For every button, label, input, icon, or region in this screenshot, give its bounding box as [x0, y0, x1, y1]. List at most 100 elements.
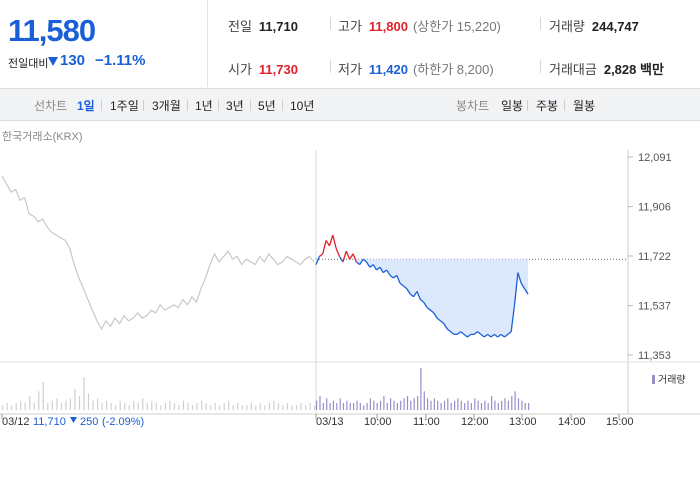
volume: 거래량 244,747: [549, 19, 639, 34]
volume-bar-today: [467, 400, 469, 410]
volume-bar-today: [524, 403, 526, 410]
volume-bar-prev: [250, 403, 252, 410]
volume-bar-prev: [133, 400, 135, 410]
volume-bar-prev: [87, 393, 90, 410]
volume-bar-today: [430, 400, 432, 410]
volume-bar-today: [383, 396, 385, 410]
data-source: 한국거래소(KRX): [2, 131, 83, 143]
high-price: 고가 11,800 (상한가 15,220): [338, 19, 501, 34]
tab-3month[interactable]: 3개월: [152, 99, 181, 113]
volume-bar-prev: [42, 382, 44, 410]
volume-bar-prev: [219, 405, 221, 410]
volume-bar-today: [413, 398, 415, 410]
today-price-segment: [490, 333, 495, 338]
volume-bar-today: [474, 398, 476, 410]
today-price-segment: [430, 309, 435, 314]
today-price-segment: [399, 282, 404, 287]
current-price: 11,580: [8, 13, 96, 48]
volume-bar-today: [322, 403, 324, 410]
tab-10year[interactable]: 10년: [290, 99, 315, 113]
volume-bar-prev: [314, 405, 316, 410]
volume-bar-today: [396, 403, 398, 410]
tab-1year[interactable]: 1년: [195, 99, 213, 113]
tab-monthly-candle[interactable]: 월봉: [573, 99, 596, 113]
price-box: 11,580 전일대비 130 −1.11%: [0, 0, 208, 87]
today-price-segment: [467, 333, 472, 338]
volume-bar-today: [369, 398, 371, 410]
volume-bar-prev: [124, 403, 126, 410]
volume-bar-prev: [196, 403, 198, 410]
today-price-segment: [413, 291, 418, 298]
tab-1day[interactable]: 1일: [77, 99, 95, 113]
chart-period-tabs: 선차트 1일 1주일 3개월 1년 3년 5년 10년 봉차트 일봉 주봉 월봉: [0, 88, 700, 121]
volume-bar-prev: [169, 400, 171, 410]
today-price-segment: [500, 333, 505, 338]
tab-divider: [187, 100, 188, 111]
volume-bar-today: [450, 403, 452, 410]
volume-bar-prev: [47, 403, 49, 410]
prev-day-pct: (-2.09%): [102, 416, 144, 428]
today-price-segment: [318, 253, 324, 258]
prev-day-close: 11,710: [33, 416, 66, 428]
volume-bar-today: [349, 403, 351, 410]
today-price-segment: [365, 261, 371, 268]
divider: [540, 17, 541, 30]
volume-bar-today: [511, 396, 513, 410]
volume-bar-today: [329, 403, 331, 410]
volume-bar-today: [376, 403, 378, 410]
volume-bar-prev: [83, 377, 85, 410]
today-price-segment: [409, 293, 414, 298]
today-price-segment: [386, 269, 391, 276]
x-tick-label: 13:00: [509, 416, 537, 428]
volume-bar-prev: [15, 403, 17, 410]
volume-bar-prev: [214, 403, 216, 410]
volume-bar-today: [386, 403, 388, 410]
volume-bar-prev: [286, 403, 289, 410]
volume-bar-today: [514, 391, 516, 410]
today-price-segment: [436, 317, 441, 322]
y-tick-label: 11,722: [638, 251, 671, 263]
volume-bar-prev: [51, 400, 53, 410]
tab-1week[interactable]: 1주일: [110, 99, 139, 113]
volume-bar-prev: [232, 405, 234, 410]
volume-bar-today: [440, 403, 442, 410]
tab-divider: [564, 100, 565, 111]
today-price-segment: [379, 266, 384, 273]
today-price-segment: [443, 323, 448, 330]
today-price-segment: [456, 331, 462, 335]
volume-bar-today: [353, 403, 355, 410]
volume-bar-today: [403, 398, 405, 410]
volume-bar-prev: [56, 398, 58, 410]
volume-bar-prev: [264, 405, 266, 410]
today-price-segment: [342, 250, 347, 263]
volume-bar-prev: [60, 403, 62, 410]
tab-daily-candle[interactable]: 일봉: [501, 99, 524, 113]
volume-legend-swatch: [652, 375, 655, 384]
volume-bar-prev: [101, 403, 103, 410]
volume-bar-prev: [300, 403, 302, 410]
volume-bar-prev: [33, 403, 35, 410]
volume-bar-today: [359, 403, 361, 410]
volume-bar-prev: [74, 389, 76, 410]
line-chart-title: 선차트: [34, 99, 68, 113]
tab-weekly-candle[interactable]: 주봉: [536, 99, 559, 113]
volume-bar-prev: [97, 398, 99, 410]
today-price-segment: [355, 261, 361, 266]
today-price-segment: [487, 333, 492, 338]
today-price-segment: [322, 240, 327, 255]
volume-bar-prev: [164, 403, 166, 410]
today-price-segment: [517, 272, 522, 284]
volume-bar-prev: [228, 400, 230, 410]
today-price-segment: [332, 234, 337, 249]
today-price-segment: [497, 333, 502, 338]
volume-bar-prev: [20, 400, 22, 410]
today-price-segment: [396, 275, 401, 284]
volume-bar-prev: [29, 396, 31, 410]
tab-3year[interactable]: 3년: [226, 99, 244, 113]
tab-5year[interactable]: 5년: [258, 99, 276, 113]
volume-bar-today: [477, 400, 479, 410]
volume-bar-prev: [259, 403, 261, 410]
today-price-segment: [392, 274, 398, 279]
volume-bar-today: [447, 398, 449, 410]
today-price-segment: [460, 331, 465, 335]
